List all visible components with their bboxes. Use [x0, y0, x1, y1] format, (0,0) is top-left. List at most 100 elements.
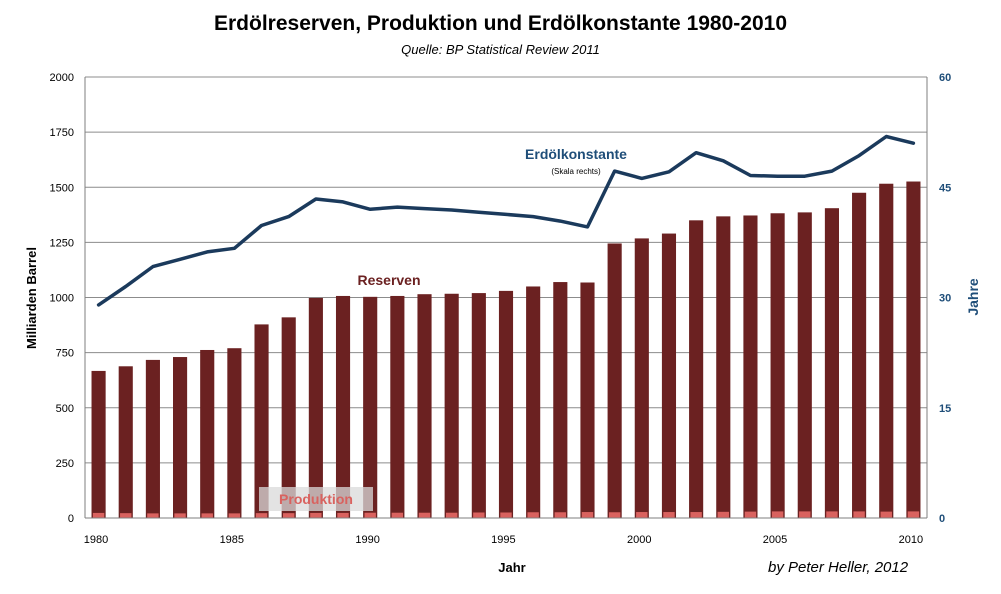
x-tick-label: 1980: [84, 534, 108, 546]
y-tick-label-left: 1500: [50, 182, 74, 194]
bar-produktion: [92, 512, 105, 518]
bar-reserven: [308, 297, 323, 518]
x-tick-label: 1990: [355, 534, 379, 546]
bar-reserven: [661, 233, 677, 518]
bar-reserven: [879, 183, 894, 519]
bar-reserven: [743, 215, 758, 518]
bar-produktion: [663, 512, 675, 518]
bar-produktion: [554, 512, 567, 518]
bar-produktion: [581, 512, 594, 518]
bar-produktion: [826, 511, 838, 518]
bar-reserven: [797, 212, 812, 518]
bar-reserven: [390, 295, 405, 518]
bar-produktion: [337, 512, 349, 518]
y-tick-label-right: 0: [939, 513, 945, 525]
bar-reserven: [906, 181, 921, 518]
y-tick-label-left: 2000: [50, 72, 74, 84]
bar-reserven: [91, 370, 106, 518]
bar-reserven: [498, 290, 514, 518]
y-tick-label-left: 1250: [50, 237, 74, 249]
chart-subtitle: Quelle: BP Statistical Review 2011: [401, 42, 600, 57]
bar-produktion: [880, 511, 892, 518]
x-tick-label: 2005: [763, 534, 787, 546]
bar-produktion: [120, 513, 132, 518]
y-tick-label-left: 0: [68, 513, 74, 525]
chart-title: Erdölreserven, Produktion und Erdölkonst…: [214, 12, 787, 35]
bar-reserven: [689, 220, 704, 518]
x-tick-label: 1985: [220, 534, 244, 546]
bar-produktion: [744, 511, 757, 518]
bar-reserven: [118, 366, 133, 518]
y-tick-label-right: 45: [939, 182, 951, 194]
y-tick-label-left: 1000: [50, 293, 74, 305]
bar-produktion: [228, 513, 241, 518]
bar-reserven: [335, 295, 351, 518]
labels: Jahr Milliarden Barrel Jahre Reserven Produk…: [24, 146, 981, 575]
bar-reserven: [417, 294, 432, 518]
bar-reserven: [770, 213, 785, 519]
bar-reserven: [526, 286, 541, 518]
bar-reserven: [145, 359, 160, 518]
bar-produktion: [147, 513, 159, 518]
bar-reserven: [471, 293, 486, 518]
bar-produktion: [201, 513, 213, 518]
y-tick-label-left: 750: [56, 348, 74, 360]
bar-produktion: [255, 513, 268, 518]
bar-produktion: [283, 513, 295, 518]
y-axis-title-left: Milliarden Barrel: [24, 247, 39, 349]
x-tick-label: 1995: [491, 534, 515, 546]
bar-produktion: [445, 512, 458, 518]
bar-produktion: [690, 512, 702, 518]
bar-reserven: [281, 317, 296, 518]
bar-produktion: [853, 511, 865, 518]
x-axis-title: Jahr: [498, 560, 525, 575]
y-tick-label-left: 500: [56, 403, 74, 415]
bar-produktion: [310, 512, 322, 518]
line-series: [96, 134, 916, 307]
bar-produktion: [608, 512, 621, 518]
bar-reserven: [200, 349, 215, 518]
bar-reserven: [580, 282, 595, 518]
bar-produktion: [418, 512, 431, 518]
x-tick-label: 2010: [899, 534, 923, 546]
bar-reserven: [227, 348, 242, 518]
produktion-label: Produktion: [279, 491, 353, 507]
erdoelkonstante-label: Erdölkonstante: [525, 146, 627, 162]
y-tick-label-left: 1750: [50, 127, 74, 139]
bar-produktion: [527, 512, 539, 518]
bar-reserven: [444, 293, 459, 518]
bar-reserven: [173, 357, 188, 518]
chart-credit: by Peter Heller, 2012: [768, 559, 909, 576]
y-tick-label-right: 60: [939, 72, 951, 84]
bar-produktion: [717, 511, 729, 518]
line-erdoelkonstante: [96, 134, 916, 307]
erdoelkonstante-note: (Skala rechts): [551, 167, 601, 176]
axes: 0 250 500 750 1000 1250 1500 1750 2000 0 15 30 45 60 1…: [50, 72, 952, 546]
bar-series: [91, 181, 921, 519]
reserven-label: Reserven: [357, 272, 420, 288]
bar-produktion: [364, 512, 376, 518]
bar-produktion: [391, 512, 404, 518]
bar-produktion: [500, 512, 512, 518]
bar-produktion: [636, 512, 648, 518]
bar-reserven: [634, 238, 649, 518]
bar-produktion: [473, 512, 485, 518]
bar-produktion: [771, 511, 784, 518]
bar-reserven: [553, 282, 568, 518]
bar-produktion: [799, 511, 811, 518]
bar-reserven: [824, 208, 839, 518]
y-tick-label-left: 250: [56, 458, 74, 470]
y-tick-label-right: 15: [939, 403, 951, 415]
y-axis-title-right: Jahre: [965, 278, 981, 316]
bar-reserven: [607, 243, 622, 519]
bar-produktion: [174, 513, 186, 518]
produktion-label-box: [259, 487, 373, 511]
bar-reserven: [716, 216, 731, 518]
bar-reserven: [254, 324, 269, 518]
bar-produktion: [907, 511, 920, 518]
bar-reserven: [363, 296, 378, 518]
x-tick-label: 2000: [627, 534, 651, 546]
y-tick-label-right: 30: [939, 293, 951, 305]
bar-reserven: [852, 192, 867, 518]
